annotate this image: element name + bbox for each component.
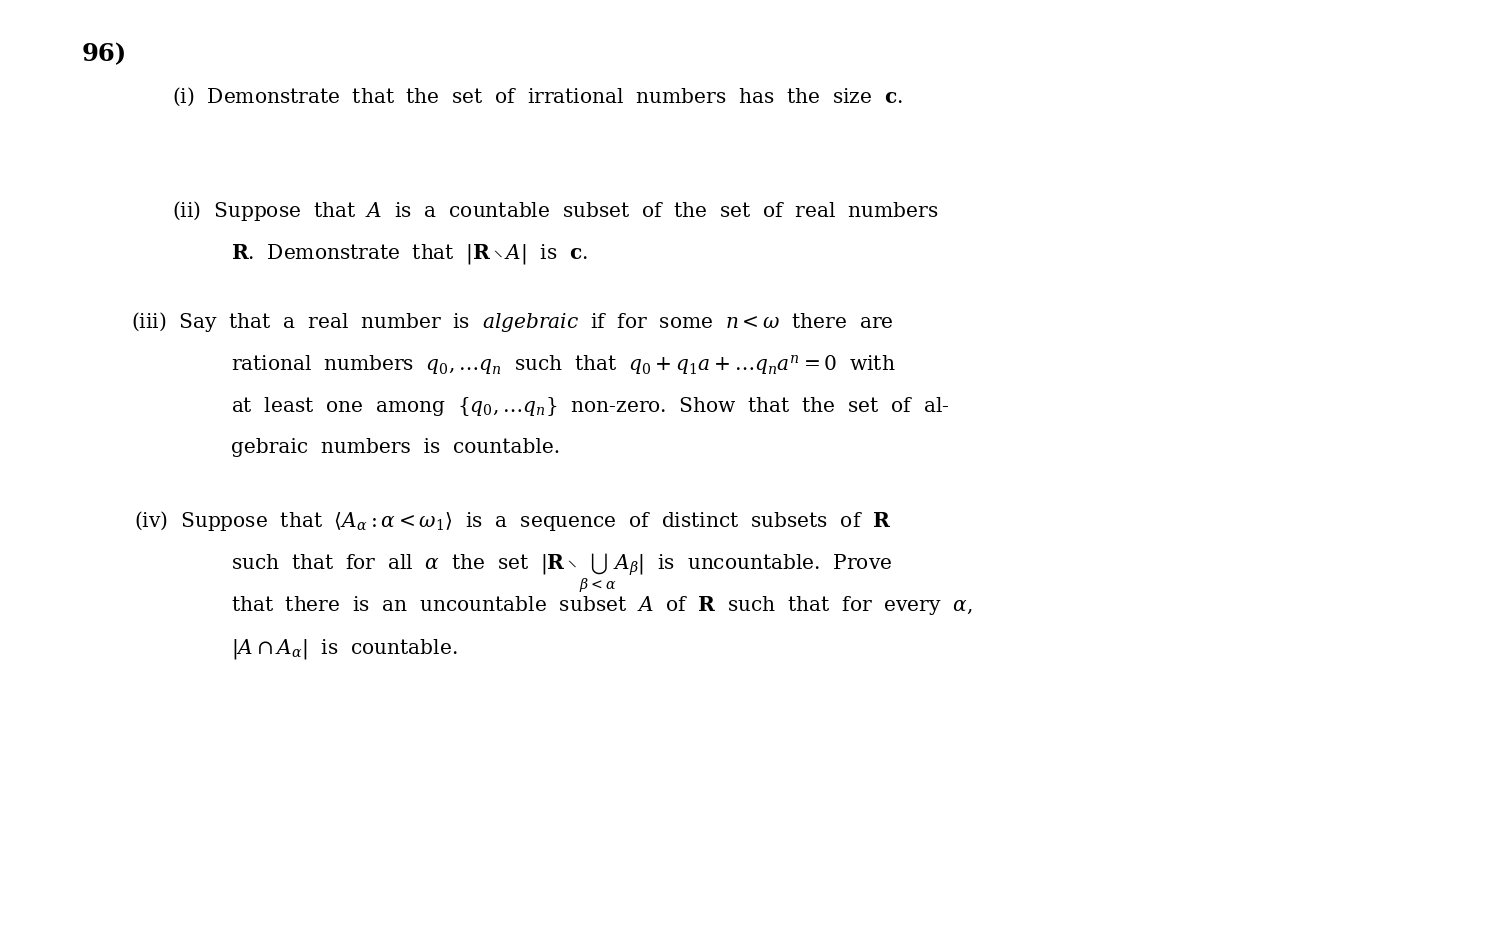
Text: 96): 96) xyxy=(82,43,127,66)
Text: such  that  for  all  $\alpha$  the  set  $|\mathbf{R} \setminus \bigcup_{\beta : such that for all $\alpha$ the set $|\ma… xyxy=(231,552,892,596)
Text: that  there  is  an  uncountable  subset  $A$  of  $\mathbf{R}$  such  that  for: that there is an uncountable subset $A$ … xyxy=(231,594,973,617)
Text: $\mathbf{R}$.  Demonstrate  that  $|\mathbf{R} \setminus A|$  is  $\mathbf{c}$.: $\mathbf{R}$. Demonstrate that $|\mathbf… xyxy=(231,242,588,265)
Text: (iii)  Say  that  a  real  number  is  $\mathit{algebraic}$  if  for  some  $n <: (iii) Say that a real number is $\mathit… xyxy=(131,310,894,334)
Text: rational  numbers  $q_0, \ldots q_n$  such  that  $q_0 + q_1 a + \ldots q_n a^n : rational numbers $q_0, \ldots q_n$ such … xyxy=(231,353,895,376)
Text: (iv)  Suppose  that  $\langle A_\alpha : \alpha < \omega_1 \rangle$  is  a  sequ: (iv) Suppose that $\langle A_\alpha : \a… xyxy=(134,509,892,533)
Text: gebraic  numbers  is  countable.: gebraic numbers is countable. xyxy=(231,438,561,457)
Text: (i)  Demonstrate  that  the  set  of  irrational  numbers  has  the  size  $\mat: (i) Demonstrate that the set of irration… xyxy=(172,85,903,108)
Text: (ii)  Suppose  that  $A$  is  a  countable  subset  of  the  set  of  real  numb: (ii) Suppose that $A$ is a countable sub… xyxy=(172,199,938,223)
Text: at  least  one  among  $\{q_0, \ldots q_n\}$  non-zero.  Show  that  the  set  o: at least one among $\{q_0, \ldots q_n\}$… xyxy=(231,395,949,418)
Text: $|A \cap A_\alpha|$  is  countable.: $|A \cap A_\alpha|$ is countable. xyxy=(231,637,458,661)
